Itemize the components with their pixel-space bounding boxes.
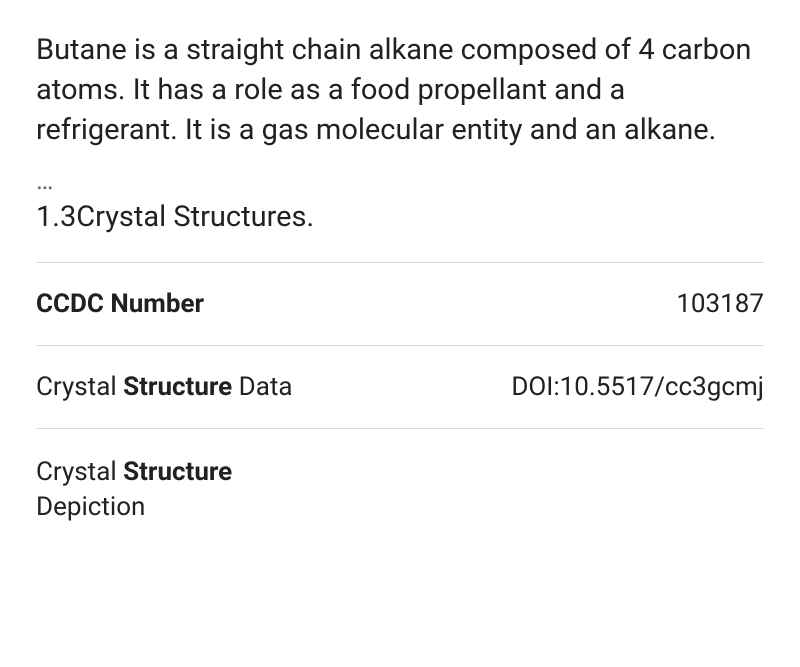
label-text: Depiction bbox=[36, 492, 145, 522]
label-text: Data bbox=[232, 372, 292, 402]
label-text: Crystal bbox=[36, 457, 123, 487]
label-text: Structure bbox=[123, 457, 232, 487]
label-text: Crystal bbox=[36, 372, 123, 402]
table-row: Crystal Structure Depiction bbox=[36, 428, 764, 551]
label-text: CCDC Number bbox=[36, 289, 204, 319]
ellipsis-text: … bbox=[36, 166, 764, 196]
row-label-structure-data: Crystal Structure Data bbox=[36, 372, 293, 402]
row-value-doi: DOI:10.5517/cc3gcmj bbox=[511, 372, 764, 402]
row-value-ccdc: 103187 bbox=[676, 289, 764, 319]
description-text: Butane is a straight chain alkane compos… bbox=[36, 30, 764, 150]
row-label-structure-depiction: Crystal Structure Depiction bbox=[36, 455, 232, 525]
section-heading: 1.3Crystal Structures. bbox=[36, 200, 764, 234]
table-row: CCDC Number 103187 bbox=[36, 262, 764, 345]
row-label-ccdc: CCDC Number bbox=[36, 289, 204, 319]
table-row: Crystal Structure Data DOI:10.5517/cc3gc… bbox=[36, 345, 764, 428]
label-text: Structure bbox=[123, 372, 232, 402]
